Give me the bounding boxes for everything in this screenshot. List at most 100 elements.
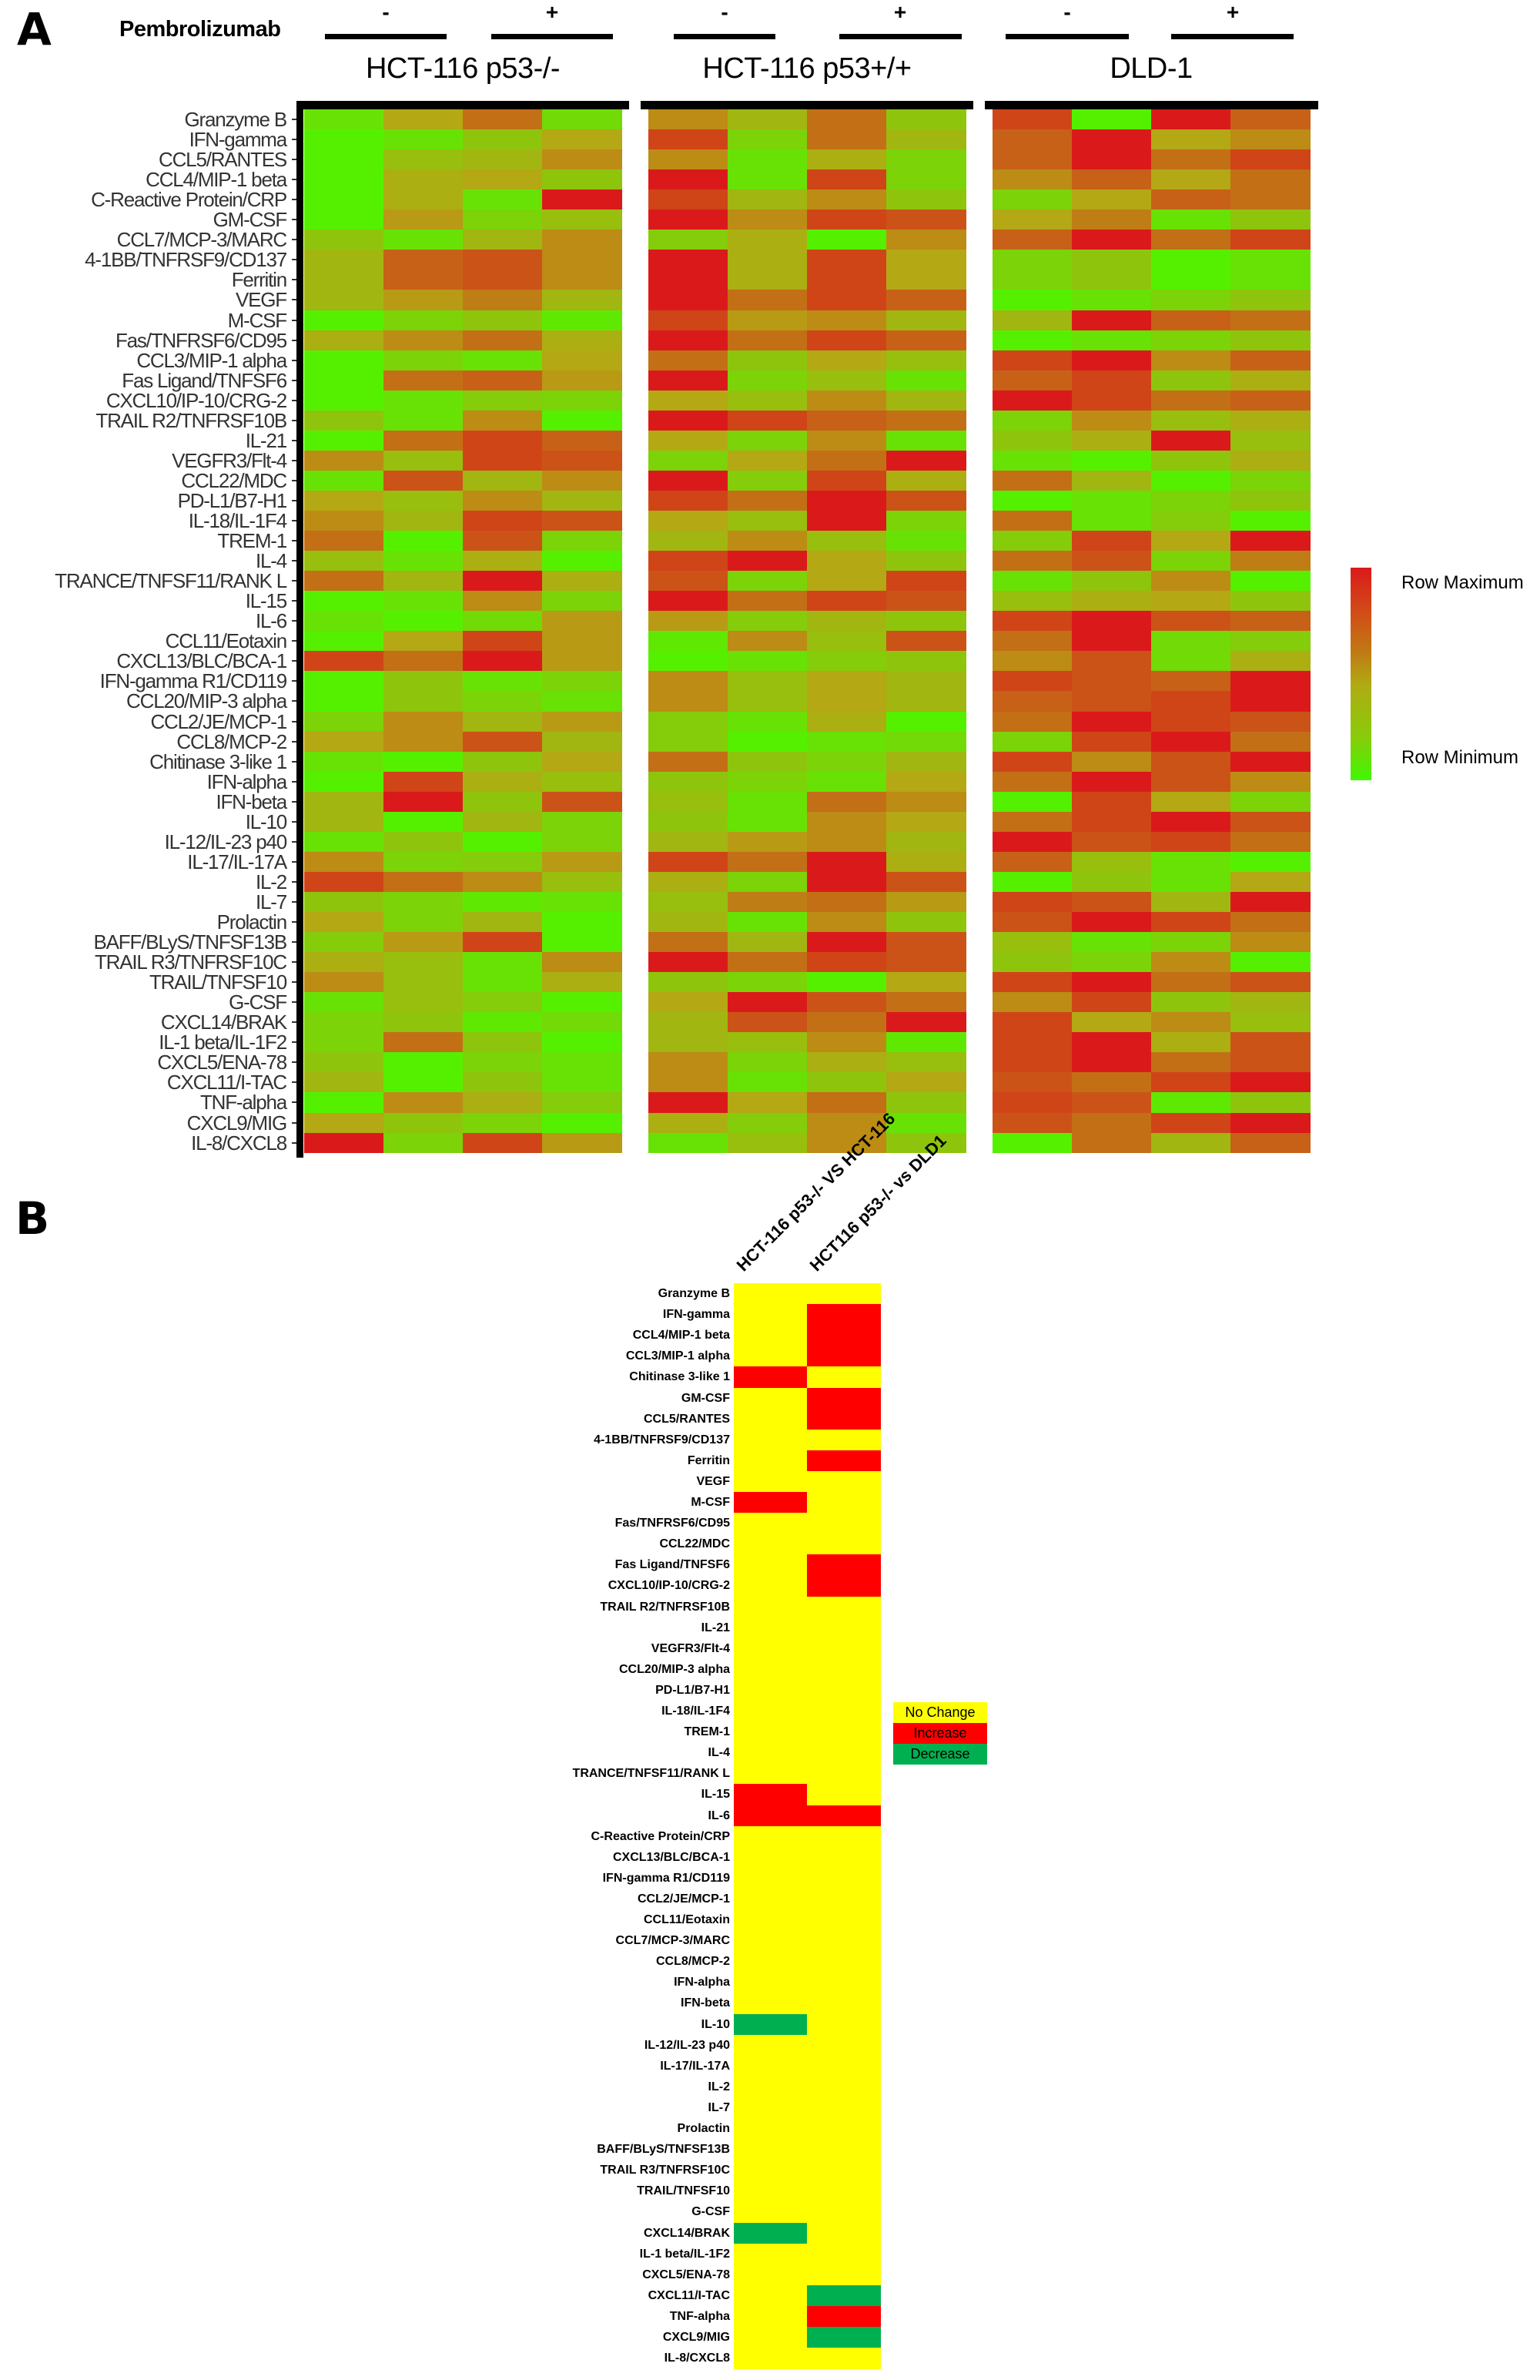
heatmap-cell bbox=[1230, 992, 1311, 1013]
heatmap-cell bbox=[304, 791, 384, 813]
heatmap-cell bbox=[304, 290, 384, 310]
heatmap-cell bbox=[304, 169, 384, 190]
heatmap-cell bbox=[1151, 189, 1231, 210]
status-cell bbox=[807, 1993, 881, 2014]
heatmap-cell bbox=[1151, 230, 1231, 250]
heatmap-cell bbox=[542, 871, 622, 893]
status-cell bbox=[807, 1972, 881, 1993]
heatmap-cell bbox=[463, 711, 543, 732]
heatmap-cell bbox=[1151, 871, 1231, 893]
status-cell bbox=[807, 1408, 881, 1430]
heatmap-cell bbox=[1230, 731, 1311, 753]
status-cell bbox=[807, 1742, 881, 1764]
heatmap-cell bbox=[1072, 811, 1152, 833]
heatmap-cell bbox=[807, 631, 887, 652]
heatmap-cell bbox=[886, 671, 966, 692]
heatmap-cell bbox=[728, 450, 808, 471]
heatmap-cell bbox=[1151, 1052, 1231, 1073]
heatmap-cell bbox=[807, 250, 887, 270]
heatmap-cell bbox=[1151, 972, 1231, 993]
heatmap-cell bbox=[1151, 611, 1231, 632]
heatmap-cell bbox=[304, 912, 384, 933]
panel-a-letter: A bbox=[17, 3, 52, 55]
heatmap-cell bbox=[993, 189, 1073, 210]
heatmap-cell bbox=[1151, 450, 1231, 471]
heatmap-cell bbox=[993, 1052, 1073, 1073]
heatmap-cell bbox=[542, 290, 622, 310]
row-tick bbox=[292, 1041, 296, 1044]
status-cell bbox=[734, 1909, 808, 1931]
heatmap-cell bbox=[993, 109, 1073, 130]
heatmap-cell bbox=[807, 671, 887, 692]
heatmap-cell bbox=[1072, 169, 1152, 190]
row-label: Fas Ligand/TNFSF6 bbox=[122, 368, 287, 392]
row-label: GM-CSF bbox=[213, 208, 288, 232]
heatmap-cell bbox=[463, 511, 543, 531]
heatmap-cell bbox=[886, 330, 966, 351]
heatmap-cell bbox=[542, 831, 622, 853]
heatmap-cell bbox=[1072, 711, 1152, 732]
heatmap-cell bbox=[542, 731, 622, 753]
heatmap-cell bbox=[1230, 430, 1311, 451]
heatmap-cell bbox=[304, 310, 384, 331]
heatmap-cell bbox=[463, 470, 543, 491]
heatmap-cell bbox=[807, 531, 887, 551]
row-tick bbox=[292, 941, 296, 944]
heatmap-cell bbox=[993, 611, 1073, 632]
status-cell bbox=[807, 1450, 881, 1472]
heatmap-cell bbox=[648, 831, 728, 853]
heatmap-cell bbox=[807, 811, 887, 833]
heatmap-cell bbox=[383, 490, 464, 511]
heatmap-cell bbox=[886, 230, 966, 250]
heatmap-cell bbox=[463, 631, 543, 652]
heatmap-cell bbox=[886, 731, 966, 753]
row-label: IL-8/CXCL8 bbox=[191, 1131, 287, 1155]
heatmap-cell bbox=[886, 169, 966, 190]
row-label: CCL22/MDC bbox=[659, 1537, 730, 1551]
row-tick bbox=[292, 800, 296, 803]
heatmap-cell bbox=[807, 1032, 887, 1053]
heatmap-cell bbox=[1151, 691, 1231, 712]
heatmap-cell bbox=[648, 932, 728, 953]
heatmap-cell bbox=[542, 992, 622, 1013]
heatmap-cell bbox=[463, 210, 543, 230]
heatmap-cell bbox=[1230, 851, 1311, 873]
status-cell bbox=[807, 2181, 881, 2202]
row-tick bbox=[292, 219, 296, 221]
heatmap-cell bbox=[648, 992, 728, 1013]
heatmap-cell bbox=[807, 270, 887, 290]
row-label: TRANCE/TNFSF11/RANK L bbox=[55, 569, 287, 593]
row-tick bbox=[292, 439, 296, 441]
heatmap-cell bbox=[1072, 611, 1152, 632]
heatmap-cell bbox=[993, 831, 1073, 853]
heatmap-cell bbox=[1230, 210, 1311, 230]
panel-b-letter: B bbox=[15, 1192, 50, 1245]
heatmap-cell bbox=[1072, 1032, 1152, 1053]
heatmap-cell bbox=[383, 871, 464, 893]
heatmap-cell bbox=[993, 851, 1073, 873]
heatmap-cell bbox=[1230, 1092, 1311, 1113]
status-cell bbox=[734, 1513, 808, 1534]
row-tick bbox=[292, 600, 296, 602]
heatmap-cell bbox=[1230, 871, 1311, 893]
heatmap-cell bbox=[807, 932, 887, 953]
row-label: CCL7/MCP-3/MARC bbox=[615, 1934, 730, 1948]
y-axis-line bbox=[296, 101, 303, 1158]
heatmap-cell bbox=[993, 230, 1073, 250]
heatmap-cell bbox=[807, 952, 887, 973]
status-cell bbox=[807, 1346, 881, 1367]
heatmap-cell bbox=[993, 490, 1073, 511]
heatmap-cell bbox=[886, 992, 966, 1013]
heatmap-cell bbox=[807, 1132, 887, 1154]
status-cell bbox=[807, 1658, 881, 1681]
status-cell bbox=[734, 1470, 808, 1493]
heatmap-cell bbox=[993, 1092, 1073, 1113]
heatmap-cell bbox=[886, 410, 966, 431]
heatmap-cell bbox=[304, 410, 384, 431]
heatmap-cell bbox=[807, 109, 887, 130]
heatmap-cell bbox=[1230, 1012, 1311, 1033]
heatmap-cell bbox=[807, 129, 887, 150]
status-cell bbox=[734, 2160, 808, 2181]
heatmap-cell bbox=[1072, 511, 1152, 531]
row-label: CXCL10/IP-10/CRG-2 bbox=[105, 388, 287, 412]
